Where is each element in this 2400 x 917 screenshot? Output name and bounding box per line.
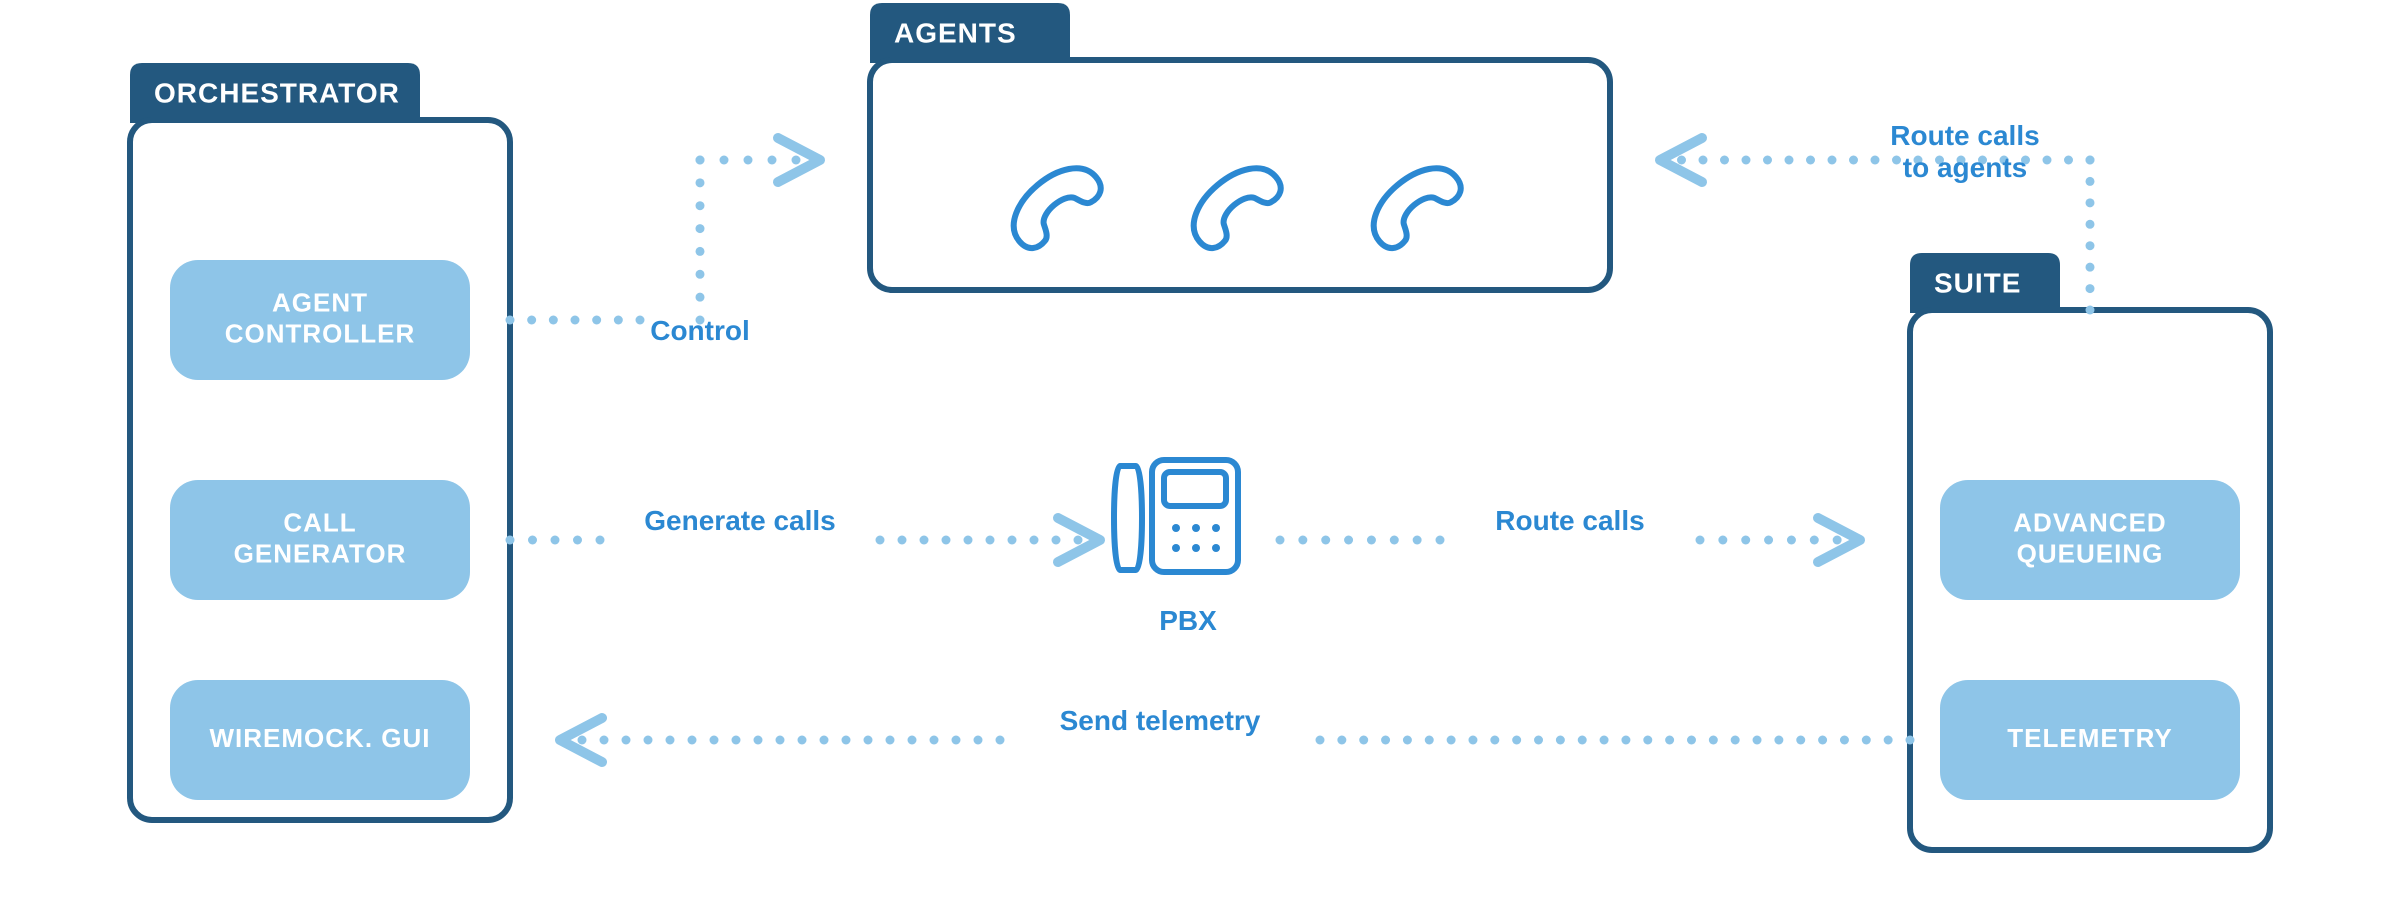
phone-icon-2: [1359, 153, 1466, 254]
pill-agent-controller-label-line1: CONTROLLER: [225, 318, 416, 348]
orchestrator-title: ORCHESTRATOR: [154, 77, 400, 108]
edge-route-calls: Route calls: [1276, 505, 1865, 562]
pill-wiremock-gui-label-line0: WIREMOCK. GUI: [210, 723, 431, 753]
edge-telemetry: Send telemetry: [556, 705, 1915, 762]
edge-control-label0: Control: [650, 315, 750, 346]
pill-call-generator-label-line1: GENERATOR: [234, 538, 407, 568]
phone-icon-1-outline: [1179, 153, 1286, 254]
pill-advanced-queueing-label-line0: ADVANCED: [2013, 507, 2166, 537]
phone-icon-0: [999, 153, 1106, 254]
edge-telemetry-label0: Send telemetry: [1060, 705, 1261, 736]
agents-title: AGENTS: [894, 17, 1017, 48]
pill-call-generator: CALLGENERATOR: [170, 480, 470, 600]
edge-route-calls-label0: Route calls: [1495, 505, 1644, 536]
pill-wiremock-gui: WIREMOCK. GUI: [170, 680, 470, 800]
agents-phones: [999, 153, 1466, 254]
pbx-label: PBX: [1159, 605, 1217, 636]
edge-route-agents-label0: Route calls: [1890, 120, 2039, 151]
phone-icon-1: [1179, 153, 1286, 254]
edge-generate-label0: Generate calls: [644, 505, 835, 536]
edge-generate: Generate calls: [506, 505, 1105, 562]
pill-telemetry-label-line0: TELEMETRY: [2007, 723, 2172, 753]
edge-control: Control: [506, 138, 825, 346]
pill-call-generator-label-line0: CALL: [283, 507, 356, 537]
pill-agent-controller-label-line0: AGENT: [272, 287, 368, 317]
edge-route-agents-label1: to agents: [1903, 152, 2027, 183]
pill-telemetry: TELEMETRY: [1940, 680, 2240, 800]
pill-advanced-queueing: ADVANCEDQUEUEING: [1940, 480, 2240, 600]
agents-frame: [870, 60, 1610, 290]
pill-agent-controller: AGENTCONTROLLER: [170, 260, 470, 380]
phone-icon-2-outline: [1359, 153, 1466, 254]
phone-icon-0-outline: [999, 153, 1106, 254]
suite-title: SUITE: [1934, 267, 2021, 298]
agents: AGENTS: [870, 3, 1610, 290]
pill-advanced-queueing-label-line1: QUEUEING: [2017, 538, 2164, 568]
pbx-icon: [1114, 460, 1238, 572]
